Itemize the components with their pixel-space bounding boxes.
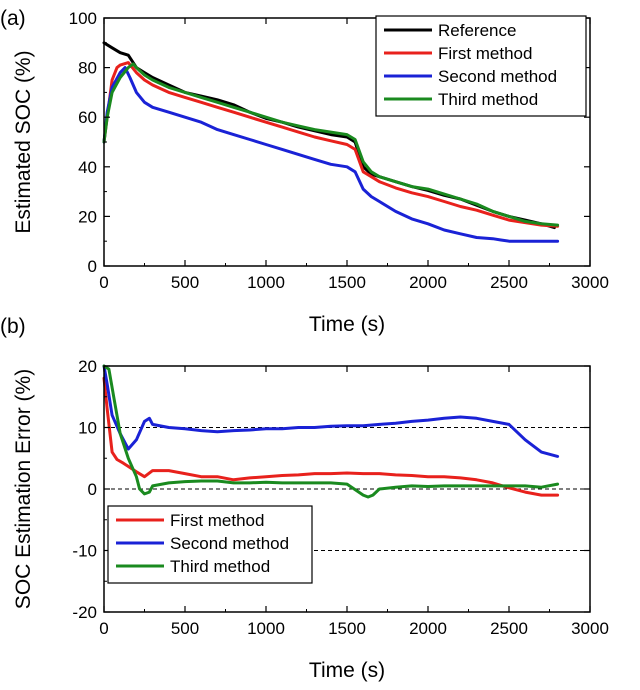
x-tick-label: 2000 bbox=[409, 619, 447, 638]
series-line-first-method bbox=[102, 376, 560, 497]
x-tick-label: 500 bbox=[171, 273, 199, 292]
x-tick-label: 1000 bbox=[247, 273, 285, 292]
y-axis-title: Estimated SOC (%) bbox=[12, 50, 35, 233]
x-tick-label: 0 bbox=[99, 619, 108, 638]
x-tick-label: 2000 bbox=[409, 273, 447, 292]
legend-label: First method bbox=[438, 44, 532, 63]
y-tick-label: 100 bbox=[69, 9, 97, 28]
x-tick-label: 2500 bbox=[490, 619, 528, 638]
y-tick-label: 60 bbox=[78, 108, 97, 127]
y-tick-label: 20 bbox=[78, 207, 97, 226]
y-tick-label: 40 bbox=[78, 158, 97, 177]
y-axis-title: SOC Estimation Error (%) bbox=[12, 369, 35, 609]
series-line-first-method bbox=[102, 61, 560, 228]
chart-panel-a: 0 500 1000 1500 2000 2500 3000 0 20 40 60 80 100 Time… bbox=[0, 7, 609, 336]
y-tick-label: 0 bbox=[88, 257, 97, 276]
y-tick-label: 20 bbox=[78, 357, 97, 376]
y-tick-label: -10 bbox=[72, 542, 97, 561]
y-tick-label: 10 bbox=[78, 419, 97, 438]
y-tick-label: 80 bbox=[78, 59, 97, 78]
x-axis-title: Time (s) bbox=[309, 659, 385, 682]
x-tick-label: 2500 bbox=[490, 273, 528, 292]
legend-label: Reference bbox=[438, 21, 516, 40]
x-tick-label: 500 bbox=[171, 619, 199, 638]
panel-label: (b) bbox=[0, 315, 26, 338]
x-tick-label: 3000 bbox=[571, 273, 609, 292]
legend-label: Third method bbox=[170, 557, 270, 576]
x-tick-label: 1500 bbox=[328, 619, 366, 638]
x-tick-label: 1000 bbox=[247, 619, 285, 638]
legend-label: First method bbox=[170, 511, 264, 530]
legend-label: Second method bbox=[170, 534, 289, 553]
x-tick-label: 3000 bbox=[571, 619, 609, 638]
x-tick-label: 1500 bbox=[328, 273, 366, 292]
x-axis-title: Time (s) bbox=[309, 313, 385, 336]
series-line-second-method bbox=[102, 66, 560, 243]
y-tick-label: 0 bbox=[88, 480, 97, 499]
legend-label: Second method bbox=[438, 67, 557, 86]
chart-panel-b: 0 500 1000 1500 2000 2500 3000 -20 -10 0 10 20 Time … bbox=[0, 315, 609, 682]
y-tick-label: -20 bbox=[72, 603, 97, 622]
panel-label: (a) bbox=[0, 7, 26, 30]
series-line-second-method bbox=[102, 364, 560, 458]
x-tick-label: 0 bbox=[99, 273, 108, 292]
legend-label: Third method bbox=[438, 90, 538, 109]
series-line-third-method bbox=[102, 364, 560, 499]
series-line-third-method bbox=[102, 62, 560, 227]
